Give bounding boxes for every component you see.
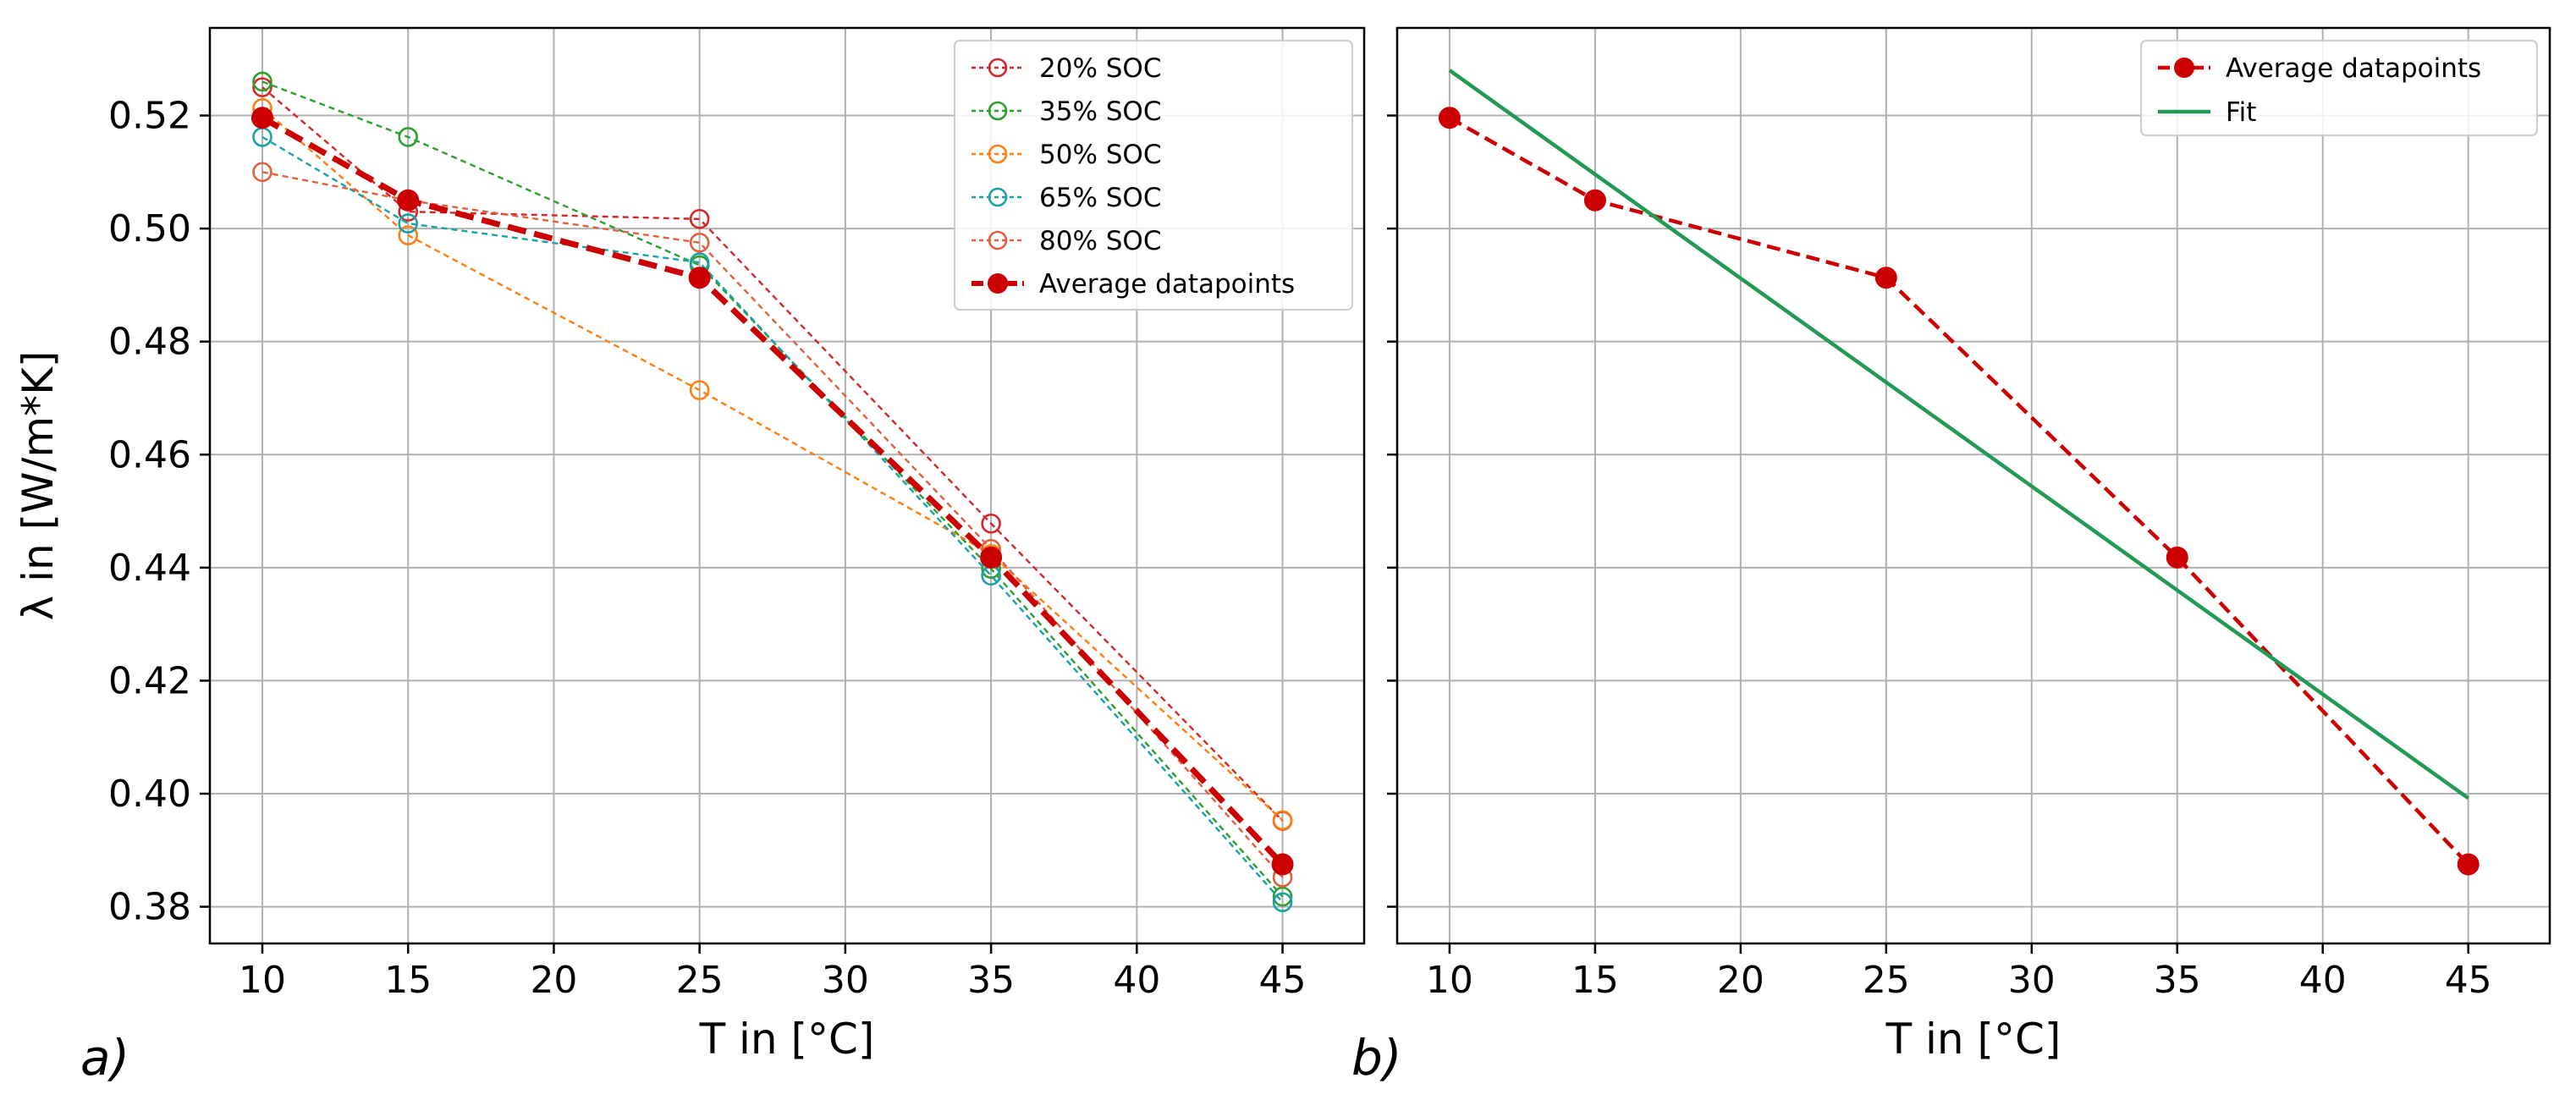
- x-tick-label: 25: [1863, 959, 1910, 1002]
- data-point-80-soc: [689, 233, 710, 253]
- x-tick-label: 10: [239, 959, 286, 1002]
- y-tick-label: 0.52: [108, 95, 191, 138]
- data-point-35-soc: [1272, 886, 1293, 907]
- legend-label-average-datapoints: Average datapoints: [1039, 269, 1295, 300]
- panel-b: 10 15 20 25 30 35 40 45 T in [°C] b) Average datap…: [1351, 26, 2551, 1086]
- x-axis-label: T in [°C]: [1885, 1015, 2061, 1064]
- data-point-65-soc: [1272, 892, 1293, 913]
- data-point-average-datapoints: [2457, 853, 2480, 876]
- panel-label: b): [1351, 1029, 1401, 1086]
- x-tick-label: 25: [676, 959, 724, 1002]
- series-group: [251, 71, 1294, 913]
- x-tick-label: 40: [2299, 959, 2347, 1002]
- data-point-50-soc: [1272, 810, 1293, 831]
- legend-marker-35-soc: [988, 101, 1008, 121]
- series-group: [1438, 69, 2480, 876]
- data-point-average-datapoints: [688, 267, 711, 289]
- y-tick-label: 0.40: [108, 773, 191, 816]
- panel-a: 10 15 20 25 30 35 40 45 0.38 0.40 0.42 0.44 0.46 0.48…: [14, 26, 1366, 1086]
- legend-label-35-soc: 35% SOC: [1039, 96, 1161, 127]
- data-point-20-soc: [981, 513, 1001, 534]
- panel-label: a): [80, 1029, 129, 1086]
- series-line-average-datapoints: [1448, 116, 2470, 866]
- series-line-50-soc: [261, 107, 1284, 822]
- data-point-average-datapoints: [251, 107, 273, 129]
- legend-label-80-soc: 80% SOC: [1039, 226, 1161, 256]
- x-tick-label: 30: [822, 959, 869, 1002]
- legend-label-20-soc: 20% SOC: [1039, 53, 1161, 84]
- x-tick-label: 20: [1717, 959, 1764, 1002]
- data-point-average-datapoints: [1271, 853, 1294, 876]
- legend-label-65-soc: 65% SOC: [1039, 183, 1161, 213]
- data-point-average-datapoints: [980, 546, 1003, 569]
- legend-marker-average-datapoints: [2174, 58, 2194, 78]
- data-point-average-datapoints: [397, 189, 420, 212]
- data-point-average-datapoints: [2166, 546, 2188, 569]
- x-tick-label: 30: [2008, 959, 2056, 1002]
- y-axis-label: λ in [W/m*K]: [14, 351, 63, 621]
- x-tick-label: 45: [1259, 959, 1307, 1002]
- series-line-fit: [1448, 69, 2470, 800]
- plot-frame: [208, 26, 1366, 945]
- legend-marker-20-soc: [988, 58, 1008, 78]
- data-point-average-datapoints: [1438, 107, 1461, 129]
- legend-marker-80-soc: [988, 230, 1008, 250]
- x-tick-label: 10: [1426, 959, 1473, 1002]
- y-tick-label: 0.46: [108, 433, 191, 476]
- data-point-35-soc: [252, 71, 272, 92]
- x-tick-label: 15: [1571, 959, 1619, 1002]
- legend-label-average-datapoints: Average datapoints: [2226, 53, 2481, 84]
- data-point-20-soc: [689, 208, 710, 229]
- data-point-35-soc: [398, 127, 419, 147]
- y-tick-label: 0.42: [108, 659, 191, 702]
- x-tick-label: 15: [384, 959, 432, 1002]
- legend: Average datapoints Fit: [2140, 40, 2538, 136]
- x-tick-label: 40: [1113, 959, 1160, 1002]
- legend-marker-50-soc: [988, 144, 1008, 164]
- y-tick-label: 0.38: [108, 886, 191, 929]
- x-tick-label: 35: [2154, 959, 2201, 1002]
- x-tick-label: 45: [2445, 959, 2492, 1002]
- y-tick-label: 0.48: [108, 321, 191, 364]
- data-point-80-soc: [252, 162, 272, 183]
- data-point-average-datapoints: [1583, 189, 1606, 212]
- y-tick-label: 0.50: [108, 207, 191, 250]
- data-point-50-soc: [689, 380, 710, 400]
- legend-frame: [2140, 40, 2538, 136]
- plot-frame: [1395, 26, 2551, 945]
- series-line-35-soc: [261, 80, 1284, 898]
- grid: [1397, 28, 2550, 943]
- x-axis-label: T in [°C]: [699, 1015, 875, 1064]
- legend-frame: [954, 40, 1353, 311]
- x-tick-label: 35: [967, 959, 1015, 1002]
- y-tick-label: 0.44: [108, 547, 191, 590]
- series-line-65-soc: [261, 135, 1284, 903]
- legend-marker-average-datapoints: [988, 273, 1008, 294]
- x-tick-label: 20: [530, 959, 577, 1002]
- legend-label-50-soc: 50% SOC: [1039, 140, 1161, 170]
- legend: 20% SOC 35% SOC 50% SOC 65% SOC 80% SOC Avera…: [954, 40, 1353, 311]
- legend-marker-65-soc: [988, 187, 1008, 207]
- data-point-average-datapoints: [1874, 267, 1897, 289]
- data-point-50-soc: [398, 225, 419, 245]
- data-point-20-soc: [252, 77, 272, 97]
- legend-label-fit: Fit: [2226, 97, 2256, 128]
- data-point-65-soc: [398, 213, 419, 234]
